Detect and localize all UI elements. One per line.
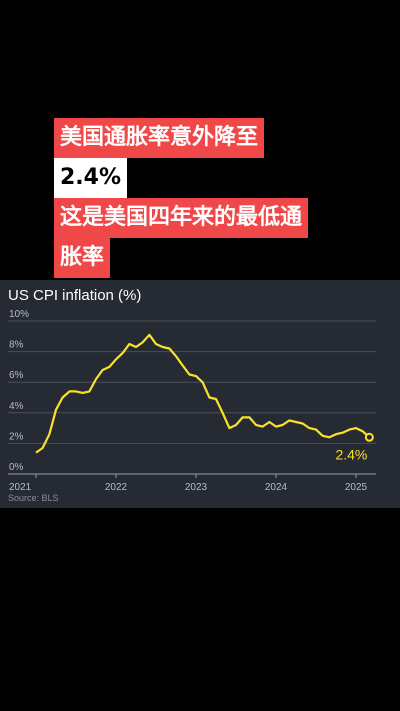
y-tick-label: 6% [9, 370, 24, 381]
x-tick-label: 2021 [9, 482, 32, 493]
source-note: Source: BLS [8, 493, 59, 503]
y-tick-label: 10% [9, 309, 29, 320]
y-tick-label: 2% [9, 431, 24, 442]
x-tick-label: 2025 [345, 482, 368, 493]
y-tick-label: 0% [9, 462, 24, 473]
headline-line-2: 2.4% [54, 158, 128, 198]
last-value-annotation: 2.4% [335, 446, 367, 462]
x-tick-label: 2024 [265, 482, 288, 493]
y-tick-label: 8% [9, 340, 24, 351]
x-tick-label: 2022 [105, 482, 128, 493]
series-line [35, 333, 371, 454]
headline-line-3: 这是美国四年来的最低通 [54, 198, 309, 238]
y-tick-label: 4% [9, 401, 24, 412]
headline-line-1: 美国通胀率意外降至 [54, 118, 265, 158]
chart-card: 0% 2% 4% 6% 8% 10% 2021 2022 2023 2024 2025 2.4% US… [0, 280, 400, 508]
x-tick-label: 2023 [185, 482, 208, 493]
cpi-line-chart: 0% 2% 4% 6% 8% 10% 2021 2022 2023 2024 2025 2.4% [8, 309, 376, 493]
headline-line-4: 胀率 [54, 238, 111, 278]
last-point-marker [364, 432, 374, 442]
chart-title: US CPI inflation (%) [8, 287, 142, 304]
headline: 美国通胀率意外降至 2.4% 这是美国四年来的最低通 胀率 [54, 118, 384, 278]
